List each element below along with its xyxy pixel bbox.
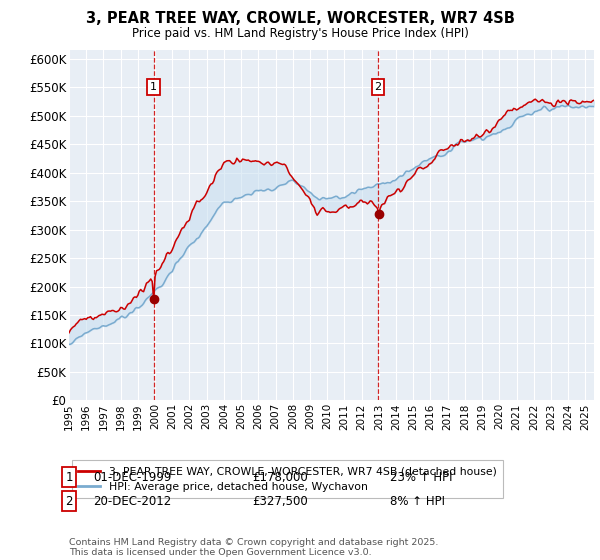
Text: 8% ↑ HPI: 8% ↑ HPI <box>390 494 445 508</box>
Text: 1: 1 <box>65 470 73 484</box>
Text: 1: 1 <box>150 82 157 92</box>
Text: 2: 2 <box>65 494 73 508</box>
Text: 23% ↑ HPI: 23% ↑ HPI <box>390 470 452 484</box>
Text: £178,000: £178,000 <box>252 470 308 484</box>
Text: 20-DEC-2012: 20-DEC-2012 <box>93 494 171 508</box>
Text: £327,500: £327,500 <box>252 494 308 508</box>
Text: 3, PEAR TREE WAY, CROWLE, WORCESTER, WR7 4SB: 3, PEAR TREE WAY, CROWLE, WORCESTER, WR7… <box>86 11 514 26</box>
Text: Contains HM Land Registry data © Crown copyright and database right 2025.
This d: Contains HM Land Registry data © Crown c… <box>69 538 439 557</box>
Text: 01-DEC-1999: 01-DEC-1999 <box>93 470 172 484</box>
Legend: 3, PEAR TREE WAY, CROWLE, WORCESTER, WR7 4SB (detached house), HPI: Average pric: 3, PEAR TREE WAY, CROWLE, WORCESTER, WR7… <box>72 460 503 498</box>
Text: 2: 2 <box>374 82 382 92</box>
Text: Price paid vs. HM Land Registry's House Price Index (HPI): Price paid vs. HM Land Registry's House … <box>131 27 469 40</box>
